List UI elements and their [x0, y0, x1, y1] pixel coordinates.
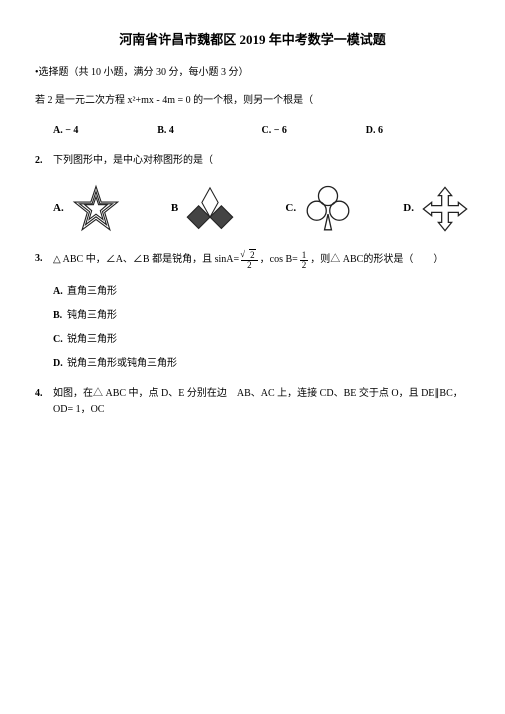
q3-option-c: C.锐角三角形 [53, 332, 470, 348]
q2-a-label: A. [53, 200, 64, 218]
page-title: 河南省许昌市魏都区 2019 年中考数学一模试题 [35, 30, 470, 51]
section-label: •选择题（共 10 小题，满分 30 分，每小题 3 分） [35, 65, 470, 81]
fraction-sqrt2-over-2: 2 2 [241, 251, 258, 270]
q2-b-label: B [171, 200, 178, 218]
q2-c-label: C. [285, 200, 296, 218]
three-diamond-icon [184, 185, 236, 233]
star-icon [70, 183, 122, 235]
question-3-text: △ ABC 中，∠A、∠B 都是锐角，且 sinA= 2 2 ，cos B= 1… [53, 251, 470, 270]
club-icon [302, 183, 354, 235]
q4-number: 4. [35, 386, 53, 402]
question-3-options: A.直角三角形 B.钝角三角形 C.锐角三角形 D.锐角三角形或钝角三角形 [53, 284, 470, 372]
question-4: 4. 如图，在△ ABC 中，点 D、E 分别在边 AB、AC 上，连接 CD、… [35, 386, 470, 418]
q1-option-d: D. 6 [366, 123, 470, 139]
q2-option-d: D. [403, 184, 470, 234]
q3-option-d: D.锐角三角形或钝角三角形 [53, 356, 470, 372]
q3-mid: ，cos B= [260, 252, 298, 268]
question-1-options: A. − 4 B. 4 C. − 6 D. 6 [35, 123, 470, 139]
question-1: 若 2 是一元二次方程 x²+mx - 4m = 0 的一个根，则另一个根是（ [35, 93, 470, 109]
question-2-text: 下列图形中，是中心对称图形的是（ [53, 153, 470, 169]
question-1-text: 若 2 是一元二次方程 x²+mx - 4m = 0 的一个根，则另一个根是（ [35, 93, 470, 109]
question-2: 2. 下列图形中，是中心对称图形的是（ [35, 153, 470, 169]
fraction-1-over-2: 1 2 [300, 251, 309, 270]
q3-option-a: A.直角三角形 [53, 284, 470, 300]
q3-pre: △ ABC 中，∠A、∠B 都是锐角，且 sinA= [53, 252, 239, 268]
q2-option-a: A. [53, 183, 122, 235]
q3-option-b: B.钝角三角形 [53, 308, 470, 324]
cross-arrows-icon [420, 184, 470, 234]
q3-number: 3. [35, 251, 53, 267]
q2-option-b: B [171, 185, 236, 233]
question-3: 3. △ ABC 中，∠A、∠B 都是锐角，且 sinA= 2 2 ，cos B… [35, 251, 470, 270]
question-4-text: 如图，在△ ABC 中，点 D、E 分别在边 AB、AC 上，连接 CD、BE … [53, 386, 470, 418]
q2-number: 2. [35, 153, 53, 169]
question-2-shapes: A. B C. [53, 183, 470, 235]
q1-option-c: C. − 6 [262, 123, 366, 139]
q2-option-c: C. [285, 183, 354, 235]
q2-d-label: D. [403, 200, 414, 218]
q1-option-b: B. 4 [157, 123, 261, 139]
q3-post: ，则△ ABC的形状是（ ） [310, 252, 443, 268]
q1-option-a: A. − 4 [53, 123, 157, 139]
